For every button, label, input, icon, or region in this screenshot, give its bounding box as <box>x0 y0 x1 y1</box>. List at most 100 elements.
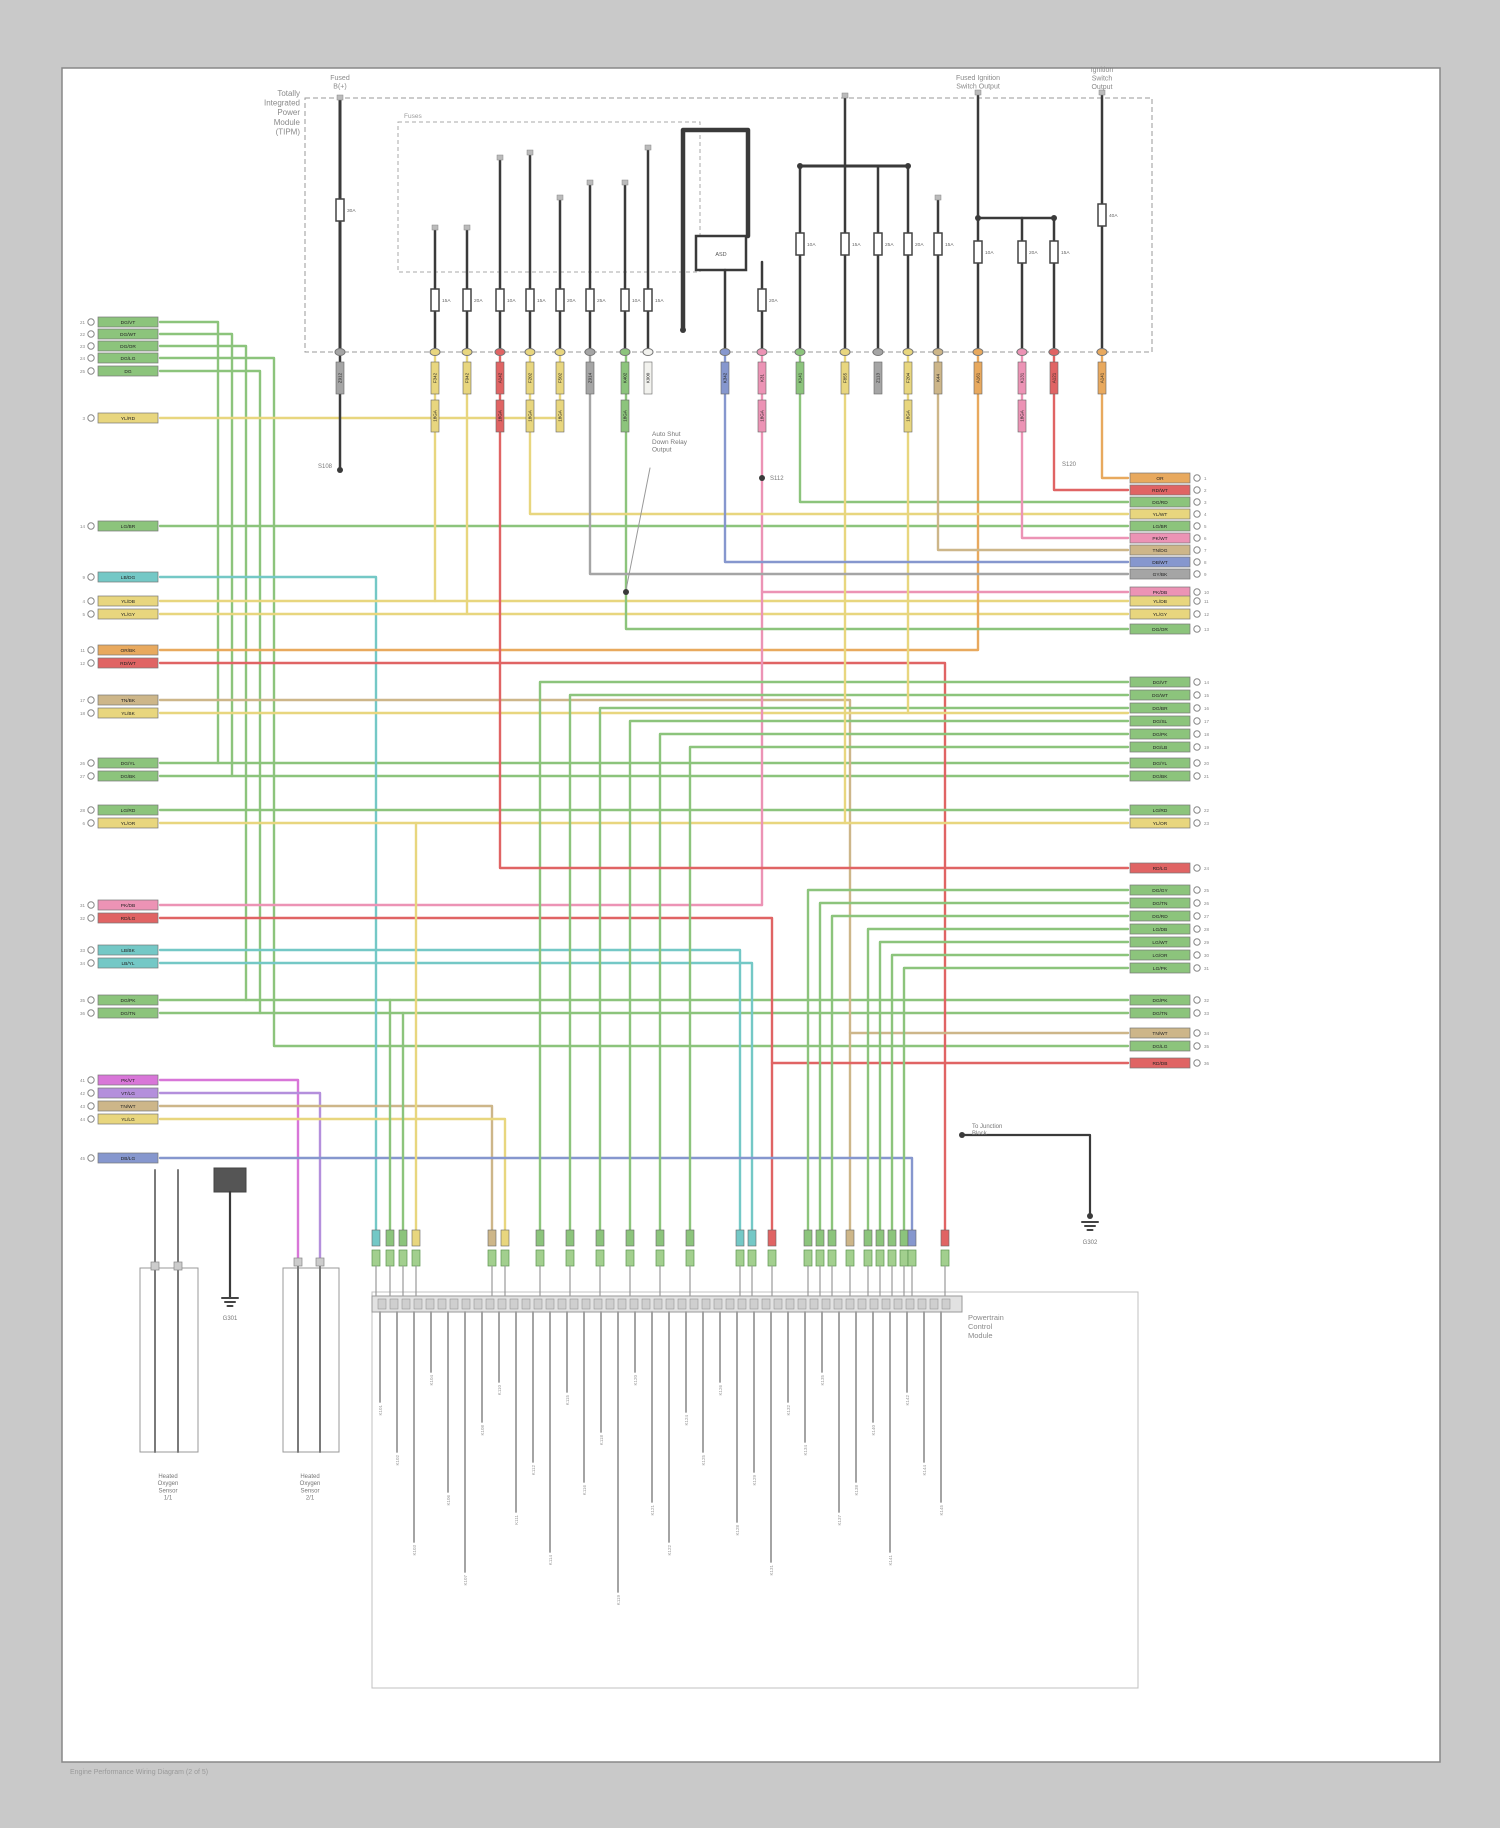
pcm-pin-icon <box>533 1298 543 1310</box>
pcm-pin-icon <box>485 1298 495 1310</box>
wire-label-box <box>1129 1007 1191 1019</box>
cluster-wire-tag <box>747 1229 757 1247</box>
wire-label-text: RD/LG <box>121 916 136 922</box>
box-pin-icon <box>293 1257 303 1267</box>
connector-icon <box>839 348 851 356</box>
wire-label-box <box>1129 994 1191 1006</box>
terminal-tick-icon <box>463 224 471 231</box>
pin-circle-icon <box>87 646 95 654</box>
cluster-wire-tag <box>655 1229 665 1247</box>
cluster-pin-box <box>385 1249 395 1267</box>
terminal-tick-icon <box>431 224 439 231</box>
pcm-pin-icon <box>761 1298 771 1310</box>
wire-label-box <box>97 1087 159 1099</box>
wire <box>158 1117 507 1232</box>
diagram-label: Down Relay <box>652 439 688 446</box>
terminal-tick-icon <box>556 194 564 201</box>
cluster-wire-tag <box>500 1229 510 1247</box>
cluster-wire-tag <box>863 1229 873 1247</box>
cluster-pin-box <box>398 1249 408 1267</box>
diagram-label: S120 <box>1062 462 1077 468</box>
cluster-pin-box <box>887 1249 897 1267</box>
pin-circle-icon <box>87 522 95 530</box>
wire-label-text: YL/BK <box>121 711 135 717</box>
fuse-amp-label: 20A <box>567 298 576 304</box>
power-wire <box>680 127 751 333</box>
wire-label-text: PK/WT <box>1152 536 1167 542</box>
pin-number: 32 <box>80 916 86 921</box>
wire-label-text: LB/DG <box>121 575 136 581</box>
wire-label-text: YL/RD <box>121 416 136 422</box>
fuse-amp-label: 10A <box>507 298 516 304</box>
pin-number: 14 <box>1204 680 1210 685</box>
pin-circle-icon <box>87 1076 95 1084</box>
leader-line <box>625 467 651 591</box>
pin-circle-icon <box>1193 912 1201 920</box>
wire-code-text: F202 <box>528 372 533 383</box>
pin-circle-icon <box>87 819 95 827</box>
wire-label-text: TN/WT <box>120 1104 135 1110</box>
wire <box>830 914 1130 1232</box>
pin-number: 1 <box>1204 476 1207 481</box>
pin-number: 5 <box>82 612 85 617</box>
diagram-label: Ignition <box>1091 67 1114 74</box>
diagram-label: Control <box>968 1322 993 1331</box>
wire-label-text: DG/WT <box>1152 693 1168 699</box>
cluster-pin-box <box>863 1249 873 1267</box>
pcm-pin-icon <box>413 1298 423 1310</box>
pcm-pin-icon <box>545 1298 555 1310</box>
diagram-label: Fuses <box>404 113 422 120</box>
fuse-amp-label: 25A <box>885 242 894 248</box>
wire-label-text: DG/OR <box>120 344 136 350</box>
pin-circle-icon <box>87 414 95 422</box>
pcm-pin-icon <box>629 1298 639 1310</box>
wire <box>658 732 1130 1232</box>
diagram-label: ASD <box>715 252 726 258</box>
wire <box>936 350 1130 552</box>
pcm-drop-code: K142 <box>905 1395 910 1406</box>
wire-code-tag <box>1097 361 1107 395</box>
pcm-drop-code: K137 <box>837 1515 842 1526</box>
pin-circle-icon <box>87 946 95 954</box>
pcm-drop-code: K101 <box>378 1405 383 1416</box>
pin-circle-icon <box>87 1102 95 1110</box>
connector-icon <box>719 348 731 356</box>
pin-circle-icon <box>87 610 95 618</box>
wire-code-tag <box>585 361 595 395</box>
wire-code-tag <box>462 361 472 395</box>
wire-code-tag <box>643 361 653 395</box>
pcm-pin-icon <box>461 1298 471 1310</box>
pin-circle-icon <box>87 959 95 967</box>
wire-label-text: RD/DB <box>1153 1061 1168 1067</box>
wire-label-text: RD/LG <box>1153 866 1168 872</box>
connector-icon <box>932 348 944 356</box>
fuse-icon <box>462 288 472 312</box>
pin-circle-icon <box>87 659 95 667</box>
pin-number: 32 <box>1204 998 1210 1003</box>
wire-label-box <box>97 644 159 656</box>
cluster-pin-box <box>940 1249 950 1267</box>
wire-label-text: OR <box>1156 476 1164 482</box>
wire-label-box <box>97 571 159 583</box>
fuse-amp-label: 15A <box>945 242 954 248</box>
pcm-drop-code: K111 <box>514 1515 519 1525</box>
pin-number: 9 <box>82 575 85 580</box>
pcm-pin-icon <box>593 1298 603 1310</box>
pin-number: 33 <box>80 948 86 953</box>
diagram-label: (TIPM) <box>276 127 301 136</box>
wire-code-text: 18GA <box>433 410 438 422</box>
pin-number: 3 <box>82 416 85 421</box>
wire-code-text: K342 <box>723 372 728 383</box>
fuse-icon <box>1097 203 1107 227</box>
pin-number: 42 <box>80 1091 86 1096</box>
fuse-icon <box>933 232 943 256</box>
cluster-wire-tag <box>827 1229 837 1247</box>
wire-label-text: DG/PK <box>121 998 137 1004</box>
wire-label-box <box>1129 1057 1191 1069</box>
connector-icon <box>642 348 654 356</box>
component-box <box>139 1267 199 1453</box>
wire-label-text: DG/YL <box>121 761 136 767</box>
wire-label-text: DG/WT <box>120 332 136 338</box>
fuse-amp-label: 15A <box>852 242 861 248</box>
pcm-pin-icon <box>689 1298 699 1310</box>
